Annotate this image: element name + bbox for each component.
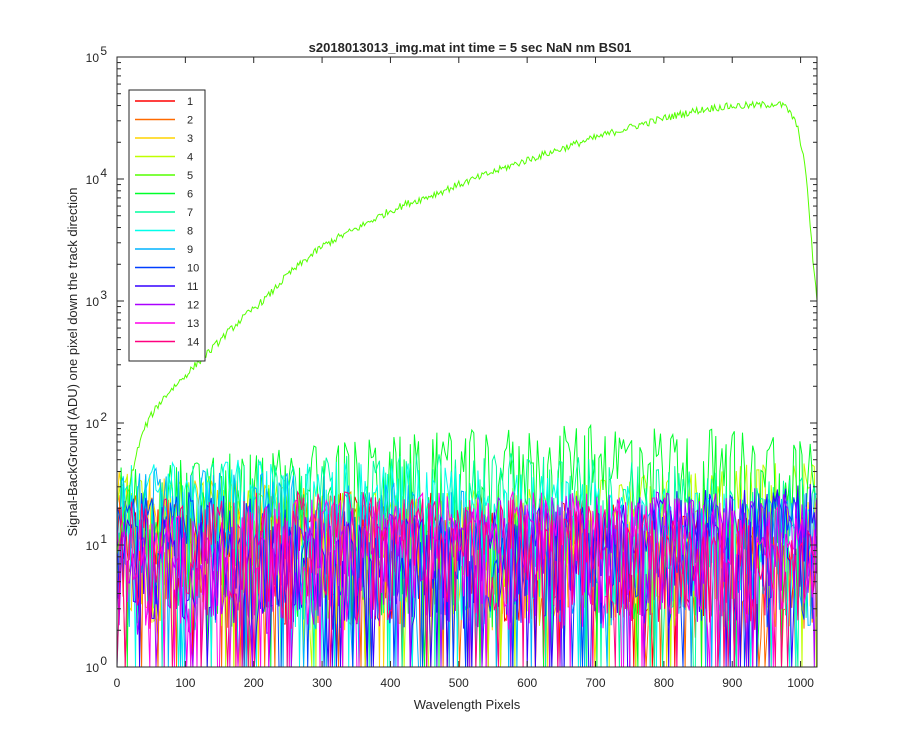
x-tick-label: 300 bbox=[312, 676, 332, 690]
y-tick-label: 10 bbox=[86, 173, 100, 187]
axes-box bbox=[116, 56, 818, 668]
x-tick-label: 100 bbox=[175, 676, 195, 690]
legend-label-4: 4 bbox=[187, 152, 193, 164]
x-tick-label: 900 bbox=[722, 676, 742, 690]
x-tick-label: 200 bbox=[244, 676, 264, 690]
y-tick-label: 10 bbox=[86, 417, 100, 431]
legend-box bbox=[128, 89, 206, 362]
x-tick-label: 700 bbox=[586, 676, 606, 690]
x-tick-label: 500 bbox=[449, 676, 469, 690]
y-tick-label: 10 bbox=[86, 661, 100, 675]
legend-label-2: 2 bbox=[187, 115, 193, 127]
y-tick-exponent: 2 bbox=[100, 410, 107, 424]
legend-label-10: 10 bbox=[187, 263, 199, 275]
legend-label-13: 13 bbox=[187, 318, 199, 330]
x-tick-label: 400 bbox=[380, 676, 400, 690]
y-tick-exponent: 1 bbox=[100, 532, 107, 546]
x-tick-label: 1000 bbox=[787, 676, 814, 690]
y-tick-label: 10 bbox=[86, 295, 100, 309]
series-line-12 bbox=[116, 491, 817, 668]
y-tick-label: 10 bbox=[86, 51, 100, 65]
series-line-5 bbox=[116, 100, 818, 556]
legend-label-1: 1 bbox=[187, 96, 193, 108]
legend-label-7: 7 bbox=[187, 207, 193, 219]
legend-label-5: 5 bbox=[187, 170, 193, 182]
y-tick-exponent: 4 bbox=[100, 166, 107, 180]
x-tick-label: 0 bbox=[114, 676, 121, 690]
x-axis-label: Wavelength Pixels bbox=[414, 697, 521, 712]
plot-lines bbox=[116, 100, 818, 668]
x-tick-label: 800 bbox=[654, 676, 674, 690]
legend-label-6: 6 bbox=[187, 189, 193, 201]
y-tick-label: 10 bbox=[86, 539, 100, 553]
legend-label-11: 11 bbox=[187, 281, 198, 293]
series-line-14 bbox=[116, 490, 817, 668]
y-tick-exponent: 5 bbox=[100, 44, 107, 58]
legend-label-9: 9 bbox=[187, 244, 193, 256]
legend-label-12: 12 bbox=[187, 300, 199, 312]
legend-label-8: 8 bbox=[187, 226, 193, 238]
legend-label-3: 3 bbox=[187, 133, 193, 145]
chart-title: s2018013013_img.mat int time = 5 sec NaN… bbox=[309, 40, 632, 55]
legend-label-14: 14 bbox=[187, 337, 199, 349]
y-axis-label: Signal-BackGround (ADU) one pixel down t… bbox=[65, 187, 80, 536]
x-tick-label: 600 bbox=[517, 676, 537, 690]
x-axis-ticks: 0 100 200 300 400 500 600 700 800 900 1000 bbox=[114, 57, 814, 690]
y-tick-exponent: 3 bbox=[100, 288, 107, 302]
y-tick-exponent: 0 bbox=[100, 654, 107, 668]
